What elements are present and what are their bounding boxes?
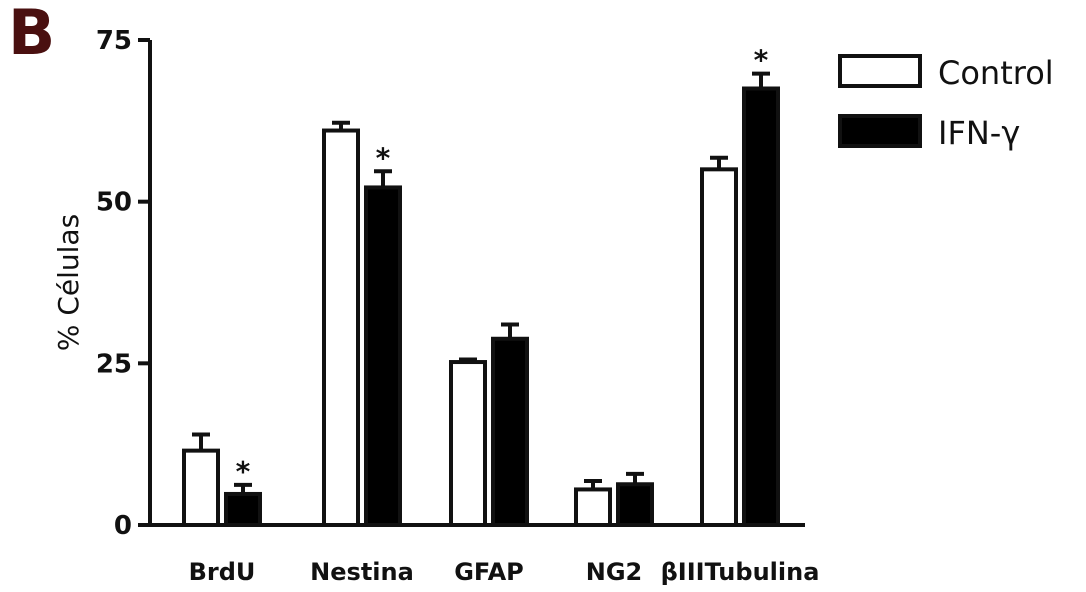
x-category-label: GFAP [454,558,524,586]
legend-label: Control [938,54,1054,92]
significance-star: * [236,455,251,488]
x-category-label: βIIITubulina [661,558,820,586]
y-tick-label: 0 [114,511,132,541]
bar-control [182,448,220,527]
bar-control [449,360,487,528]
significance-star: * [754,44,769,77]
bar-ifn [364,185,402,527]
bar-ifn [742,86,780,527]
bar-ifn [616,482,654,528]
legend-label: IFN-γ [938,114,1020,152]
bar-ifn [491,336,529,528]
panel-letter: B [8,0,56,69]
legend-swatch [838,54,922,88]
bar-control [574,487,612,527]
y-tick-label: 25 [96,349,132,379]
bar-control [700,167,738,527]
y-tick-label: 75 [96,26,132,56]
y-tick-label: 50 [96,188,132,218]
y-axis-title: % Células [52,214,85,351]
legend-swatch [838,114,922,148]
significance-star: * [376,141,391,174]
x-category-label: BrdU [189,558,256,586]
x-category-label: NG2 [586,558,642,586]
bar-control [322,128,360,528]
x-category-label: Nestina [310,558,414,586]
bar-ifn [224,491,262,527]
